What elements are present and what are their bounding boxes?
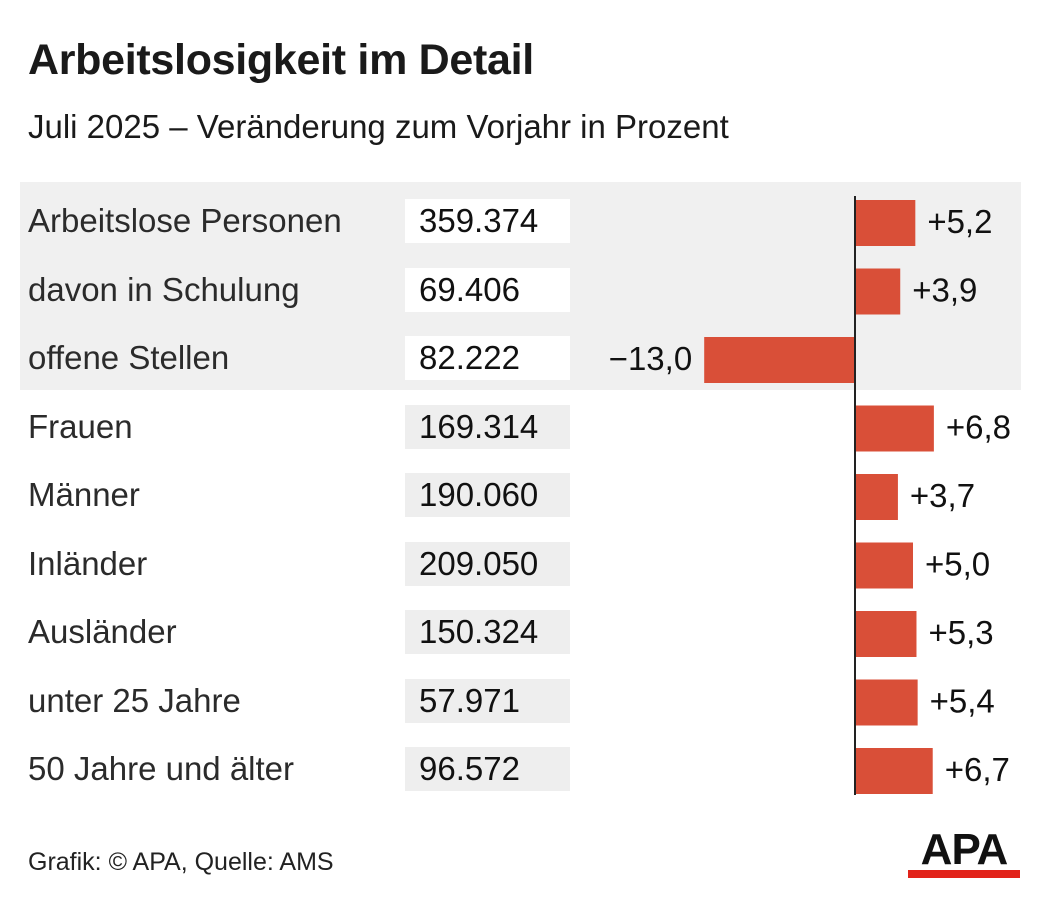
bar <box>855 611 917 657</box>
bar <box>855 542 913 589</box>
chart-subtitle: Juli 2025 – Veränderung zum Vorjahr in P… <box>28 108 729 145</box>
source-credit: Grafik: © APA, Quelle: AMS <box>28 848 334 876</box>
bar-value-label: +3,7 <box>910 477 975 514</box>
bar-value-label: +5,4 <box>930 683 995 720</box>
bar-value-label: +5,0 <box>925 546 990 583</box>
row-label: Inländer <box>28 544 148 582</box>
row-absolute-value: 69.406 <box>405 267 570 312</box>
bar-value-label: +6,7 <box>945 751 1010 788</box>
row-absolute-value: 190.060 <box>405 473 570 517</box>
row-label: Arbeitslose Personen <box>28 202 342 239</box>
bar-value-label: −13,0 <box>609 340 693 377</box>
bar <box>855 679 918 726</box>
chart-title: Arbeitslosigkeit im Detail <box>28 36 534 84</box>
row-label: Ausländer <box>28 613 177 650</box>
row-absolute-value: 96.572 <box>405 747 570 791</box>
bar <box>855 748 933 794</box>
bar-value-label: +5,3 <box>928 614 993 651</box>
row-label: davon in Schulung <box>28 270 300 308</box>
bar-value-label: +5,2 <box>927 203 992 240</box>
bar <box>855 200 916 246</box>
row-label: 50 Jahre und älter <box>28 750 295 787</box>
row-absolute-value: 359.374 <box>405 199 570 243</box>
row-absolute-value: 150.324 <box>405 610 570 654</box>
bar <box>855 268 901 315</box>
row-absolute-value: 57.971 <box>405 678 570 723</box>
row-label: unter 25 Jahre <box>28 681 241 719</box>
row-label: Frauen <box>28 407 133 445</box>
bar-value-label: +6,8 <box>946 409 1011 446</box>
row-absolute-value: 209.050 <box>405 541 570 586</box>
bar <box>855 474 898 520</box>
bar-value-label: +3,9 <box>912 272 977 309</box>
row-absolute-value: 82.222 <box>405 336 570 380</box>
bar <box>855 405 934 452</box>
row-absolute-value: 169.314 <box>405 404 570 449</box>
row-label: offene Stellen <box>28 339 230 376</box>
svg-text:APA: APA <box>921 826 1008 874</box>
bar <box>704 337 855 383</box>
row-label: Männer <box>28 476 140 513</box>
apa-logo: APA <box>908 826 1020 878</box>
